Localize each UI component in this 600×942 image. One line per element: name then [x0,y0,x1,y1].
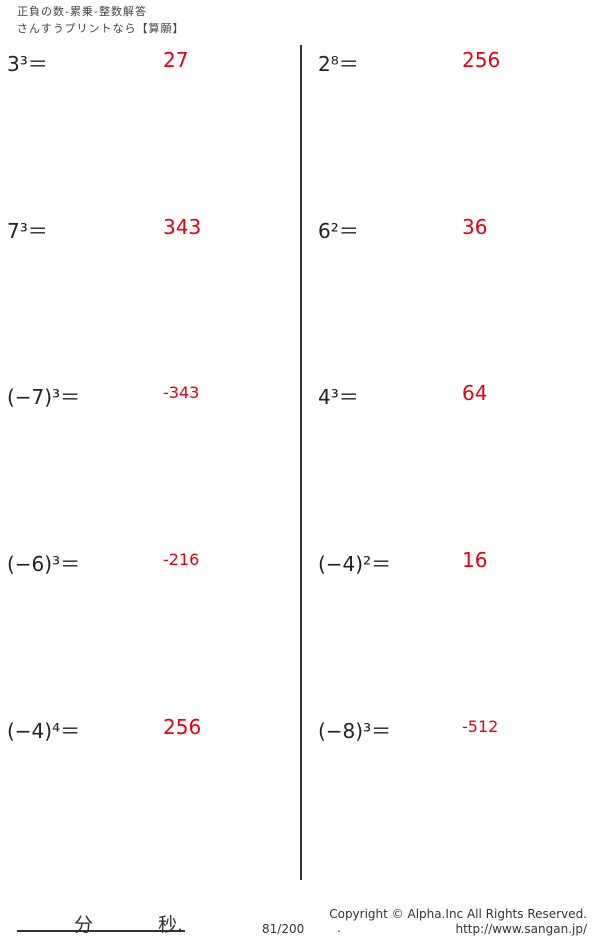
problem-question: (−4)²＝ [318,552,392,576]
minutes-label: 分 [74,914,94,936]
column-divider [300,45,302,880]
site-url[interactable]: http://www.sangan.jp/ [455,922,587,936]
problem-answer: 16 [462,548,488,572]
problem-question: 6²＝ [318,219,359,243]
problem-question: (−8)³＝ [318,719,392,743]
problem-question: 3³＝ [7,52,48,76]
worksheet-subtitle: さんすうプリントなら【算願】 [17,22,185,35]
footer-dot: . [337,921,341,935]
problem-answer: 343 [163,215,202,239]
seconds-label: 秒. [158,914,184,936]
copyright: Copyright © Alpha.Inc All Rights Reserve… [329,907,587,921]
problem-answer: 36 [462,215,488,239]
problem-answer: -343 [163,383,200,402]
problem-question: 2⁸＝ [318,52,359,76]
problem-question: (−6)³＝ [7,552,81,576]
problem-answer: -512 [462,717,499,736]
problem-question: 4³＝ [318,385,359,409]
problem-answer: 256 [163,715,202,739]
problem-answer: 64 [462,381,488,405]
problem-answer: 256 [462,48,501,72]
worksheet-title: 正負の数-累乗-整数解答 [17,5,147,18]
page-number: 81/200 [262,922,305,936]
problem-question: 7³＝ [7,219,48,243]
problem-answer: -216 [163,550,200,569]
problem-answer: 27 [163,48,189,72]
time-underline [17,930,185,932]
problem-question: (−4)⁴＝ [7,719,81,743]
problem-question: (−7)³＝ [7,385,81,409]
